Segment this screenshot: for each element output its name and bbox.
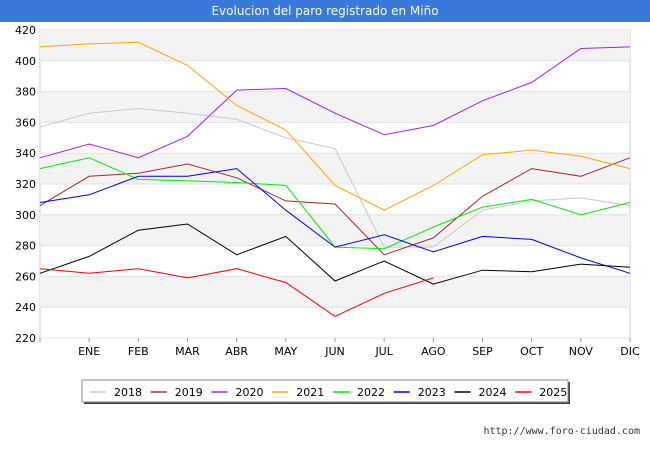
- x-tick-label: ABR: [225, 345, 248, 358]
- series-line-2019: [39, 157, 631, 256]
- series-lines: [39, 41, 631, 317]
- legend-box: [81, 379, 569, 403]
- series-line-2025: [39, 268, 434, 317]
- grid-band: [40, 91, 630, 123]
- x-tick-label: MAR: [175, 345, 200, 358]
- x-tick-label: JUN: [324, 345, 345, 358]
- x-axis-ticks: ENE FEB MAR ABR MAY JUN JUL AGO SEP OCT NOV DIC: [39, 338, 640, 358]
- legend-label-2021: 2021: [296, 386, 324, 399]
- y-tick-label: 240: [15, 301, 36, 314]
- x-tick-label: AGO: [421, 345, 446, 358]
- series-line-2020: [39, 46, 631, 159]
- series-line-2021: [39, 41, 631, 211]
- legend: 2018 2019 2020 2021 2022 2023 2024 2025: [81, 379, 570, 404]
- legend-label-2024: 2024: [479, 386, 507, 399]
- x-tick-label: MAY: [274, 345, 297, 358]
- y-tick-label: 220: [15, 332, 36, 345]
- grid-band: [40, 153, 630, 184]
- legend-label-2018: 2018: [114, 386, 142, 399]
- y-tick-label: 400: [15, 55, 36, 68]
- series-line-2018: [39, 107, 631, 248]
- x-tick-label: FEB: [128, 345, 149, 358]
- x-tick-label: ENE: [78, 345, 100, 358]
- y-tick-label: 280: [15, 240, 36, 253]
- series-line-2023: [39, 168, 631, 274]
- x-tick-label: NOV: [569, 345, 594, 358]
- x-tick-label: DIC: [620, 345, 640, 358]
- x-tick-label: OCT: [520, 345, 543, 358]
- x-tick-label: SEP: [472, 345, 493, 358]
- y-tick-label: 360: [15, 116, 36, 129]
- y-tick-label: 340: [15, 147, 36, 160]
- y-tick-label: 380: [15, 86, 36, 99]
- y-tick-label: 260: [15, 270, 36, 283]
- series-line-2024: [39, 223, 631, 285]
- source-url[interactable]: http://www.foro-ciudad.com: [483, 426, 640, 437]
- legend-label-2023: 2023: [418, 386, 446, 399]
- x-tick-label: JUL: [374, 345, 393, 358]
- legend-label-2025: 2025: [539, 386, 567, 399]
- legend-label-2020: 2020: [236, 386, 264, 399]
- y-tick-label: 420: [15, 24, 36, 37]
- y-tick-label: 320: [15, 178, 36, 191]
- grid-band: [40, 30, 630, 61]
- legend-label-2022: 2022: [357, 386, 385, 399]
- y-axis-ticks: 220 240 260 280 300 320 340 360 380 400 420: [15, 24, 36, 345]
- y-tick-label: 300: [15, 209, 36, 222]
- legend-label-2019: 2019: [175, 386, 203, 399]
- grid-band: [40, 214, 630, 246]
- chart-title: Evolucion del paro registrado en Miño: [0, 0, 650, 22]
